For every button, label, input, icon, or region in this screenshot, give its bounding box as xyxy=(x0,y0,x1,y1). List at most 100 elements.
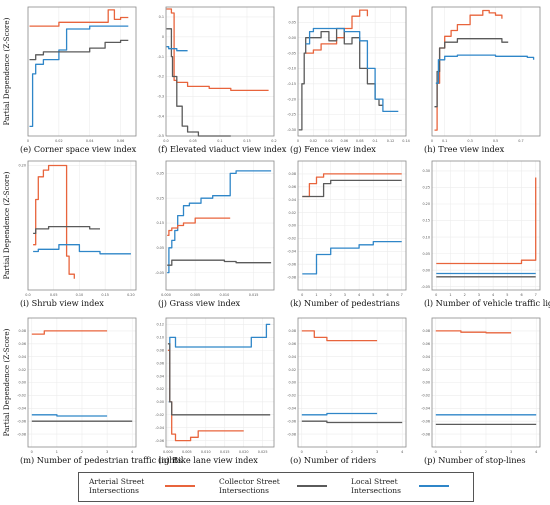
legend-swatch xyxy=(419,485,449,487)
y-tick-label: -0.06 xyxy=(421,419,430,423)
x-tick-label: 0.04 xyxy=(325,139,333,143)
series-line-2 xyxy=(435,54,535,84)
y-tick-label: 0.25 xyxy=(156,196,164,200)
x-tick-label: 0.015 xyxy=(249,293,259,297)
x-tick-label: 0.05 xyxy=(50,293,58,297)
legend-swatch xyxy=(165,485,195,487)
y-tick-label: 0.30 xyxy=(422,169,430,173)
x-tick-label: 4 xyxy=(131,450,133,454)
y-tick-label: 0.1 xyxy=(159,15,164,19)
x-tick-label: 0 xyxy=(31,450,33,454)
y-tick-label: -0.04 xyxy=(155,426,164,430)
x-tick-label: 2 xyxy=(485,450,487,454)
series-line-2 xyxy=(167,343,271,416)
y-tick-label: -0.25 xyxy=(287,113,296,117)
y-tick-label: 0.02 xyxy=(422,368,430,372)
y-tick-label: 0.20 xyxy=(422,202,430,206)
series-line-1 xyxy=(302,179,402,198)
y-tick-label: 0.04 xyxy=(18,355,26,359)
y-tick-label: -0.02 xyxy=(287,394,296,398)
y-tick-label: -0.02 xyxy=(155,413,164,417)
x-tick-label: 0.02 xyxy=(55,139,63,143)
y-tick-label: -0.15 xyxy=(287,82,296,86)
panel-e: 0 0.02 0.04 0.06(e) Corner space view index xyxy=(20,6,137,154)
x-tick-label: 4 xyxy=(492,293,494,297)
x-tick-label: 0 xyxy=(435,450,437,454)
y-tick-label: 0.08 xyxy=(288,172,296,176)
x-tick-label: 0.0 xyxy=(163,139,168,143)
panel-caption: (o) Number of riders xyxy=(290,455,376,465)
plot-frame xyxy=(431,6,541,137)
plot-frame xyxy=(27,6,137,137)
series-line-1 xyxy=(29,25,129,128)
series-line-1 xyxy=(434,38,509,108)
x-tick-label: 0 xyxy=(301,293,303,297)
plot-frame xyxy=(431,160,541,291)
legend-item-local: Local Street Intersections xyxy=(351,477,455,495)
plot-frame xyxy=(27,317,137,448)
y-tick-label: -0.05 xyxy=(421,285,430,289)
y-tick-label: -0.08 xyxy=(17,432,26,436)
panel-m: 0 1 2 3 4 0.08 0.06 0.04 0.02 0.00 -0.02 -0.04 -0.06… xyxy=(17,317,182,465)
y-tick-label: 0.08 xyxy=(18,329,26,333)
x-tick-label: 3 xyxy=(510,450,512,454)
panel-j: 0.000 0.005 0.010 0.015 0.35 0.25 0.15 0.05 -0.0… xyxy=(155,160,275,308)
y-tick-label: 0.06 xyxy=(18,342,26,346)
y-tick-label: 0.02 xyxy=(18,368,26,372)
x-tick-label: 0.010 xyxy=(220,293,230,297)
y-tick-label: 0.02 xyxy=(288,211,296,215)
y-tick-label: 0.15 xyxy=(422,219,430,223)
series-line-2 xyxy=(166,46,188,52)
y-tick-label: -0.06 xyxy=(17,419,26,423)
x-tick-label: 0.2 xyxy=(271,139,276,143)
y-tick-label: -0.05 xyxy=(287,51,296,55)
x-tick-label: 7 xyxy=(401,293,403,297)
legend-swatch xyxy=(297,485,327,487)
x-tick-label: 0.020 xyxy=(239,450,249,454)
y-tick-label: 0 xyxy=(162,35,164,39)
y-tick-label: -0.4 xyxy=(157,114,164,118)
series-line-0 xyxy=(301,330,378,342)
x-tick-label: 2 xyxy=(464,293,466,297)
panel-i: 0.0 0.05 0.10 0.15 0.20 0.20 (i) Shrub view in… xyxy=(18,160,137,308)
y-tick-label: -0.04 xyxy=(287,250,296,254)
x-tick-label: 0.02 xyxy=(310,139,318,143)
y-tick-label: 0.08 xyxy=(156,348,164,352)
series-line-2 xyxy=(305,27,399,113)
y-tick-label: 0.00 xyxy=(288,224,296,228)
panel-o: 0 1 2 3 4 0.08 0.06 0.04 0.02 0.00 -0.02 -0.04 -0.06… xyxy=(287,317,407,465)
series-line-1 xyxy=(301,412,378,416)
x-tick-label: 3 xyxy=(106,450,108,454)
y-tick-label: 0.08 xyxy=(288,329,296,333)
y-tick-label: 0.00 xyxy=(288,36,296,40)
y-tick-label: -0.1 xyxy=(157,55,164,59)
x-tick-label: 0 xyxy=(301,450,303,454)
x-tick-label: 5 xyxy=(372,293,374,297)
x-tick-label: 0 xyxy=(431,139,433,143)
y-tick-label: -0.04 xyxy=(17,407,26,411)
x-tick-label: 0 xyxy=(27,139,29,143)
y-tick-label: 0.06 xyxy=(288,185,296,189)
x-tick-label: 0.04 xyxy=(86,139,94,143)
series-line-1 xyxy=(167,217,231,237)
x-tick-label: 3 xyxy=(478,293,480,297)
y-tick-label: 0.05 xyxy=(288,21,296,25)
y-tick-label: -0.5 xyxy=(157,134,164,138)
y-tick-label: 0.05 xyxy=(156,246,164,250)
series-line-1 xyxy=(33,225,100,235)
x-tick-label: 0.0 xyxy=(25,293,30,297)
series-line-2 xyxy=(167,259,272,266)
series-line-0 xyxy=(33,164,75,279)
y-tick-label: -0.08 xyxy=(287,275,296,279)
y-tick-label: 0.04 xyxy=(422,355,430,359)
y-tick-label: -0.06 xyxy=(287,262,296,266)
panel-h: 0 0.1 0.3 0.5 0.7 (h) Tree view index xyxy=(424,6,541,154)
series-line-0 xyxy=(167,170,272,274)
legend-label: Local Street Intersections xyxy=(351,477,401,495)
plot-frame xyxy=(297,160,407,291)
x-tick-label: 3 xyxy=(376,450,378,454)
y-axis-title: Partial Dependence (Z-Score) xyxy=(2,171,11,279)
y-tick-label: 0.15 xyxy=(156,221,164,225)
y-tick-label: -0.30 xyxy=(287,128,296,132)
panel-l: 0 1 2 3 4 5 6 7 0.30 0.25 0.20 0.15 0.10 0.05 0.00 -0.0… xyxy=(421,160,550,308)
